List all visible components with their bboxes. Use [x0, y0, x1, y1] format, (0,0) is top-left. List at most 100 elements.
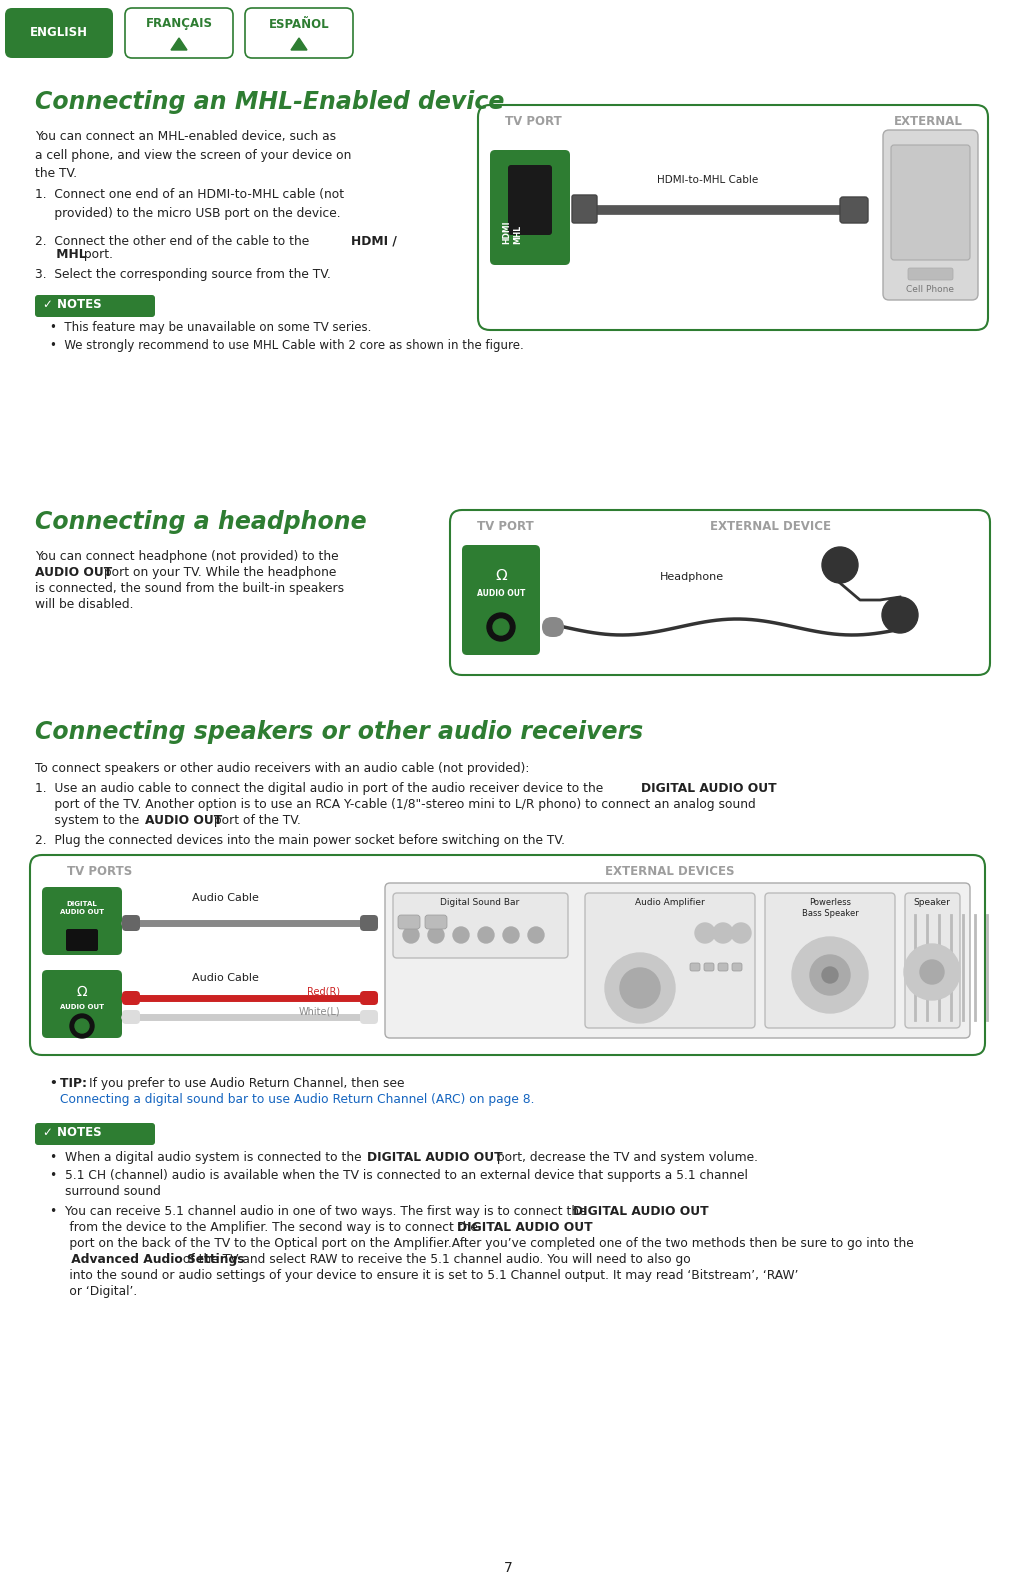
FancyBboxPatch shape [572, 194, 597, 223]
Circle shape [403, 927, 419, 942]
Circle shape [528, 927, 544, 942]
Text: •  You can receive 5.1 channel audio in one of two ways. The first way is to con: • You can receive 5.1 channel audio in o… [50, 1205, 591, 1218]
FancyBboxPatch shape [35, 1122, 155, 1145]
Text: port of the TV.: port of the TV. [210, 814, 301, 826]
FancyBboxPatch shape [425, 915, 447, 930]
Text: is connected, the sound from the built-in speakers: is connected, the sound from the built-i… [35, 583, 344, 595]
Text: •  We strongly recommend to use MHL Cable with 2 core as shown in the figure.: • We strongly recommend to use MHL Cable… [50, 339, 524, 352]
Text: Audio Cable: Audio Cable [191, 973, 258, 982]
Text: or ‘Digital’.: or ‘Digital’. [50, 1285, 137, 1297]
Text: system to the: system to the [35, 814, 143, 826]
Text: ENGLISH: ENGLISH [29, 27, 88, 40]
FancyBboxPatch shape [585, 893, 755, 1028]
Text: 1.  Use an audio cable to connect the digital audio in port of the audio receive: 1. Use an audio cable to connect the dig… [35, 782, 607, 794]
FancyBboxPatch shape [125, 8, 233, 57]
Circle shape [453, 927, 469, 942]
Text: 2.  Plug the connected devices into the main power socket before switching on th: 2. Plug the connected devices into the m… [35, 834, 565, 847]
Text: Connecting speakers or other audio receivers: Connecting speakers or other audio recei… [35, 720, 643, 743]
Text: Powerless
Bass Speaker: Powerless Bass Speaker [801, 898, 858, 919]
Circle shape [822, 548, 858, 583]
Text: of the TV and select RAW to receive the 5.1 channel audio. You will need to also: of the TV and select RAW to receive the … [179, 1253, 691, 1266]
FancyBboxPatch shape [122, 915, 140, 931]
FancyBboxPatch shape [690, 963, 700, 971]
Text: Digital Sound Bar: Digital Sound Bar [440, 898, 520, 907]
FancyBboxPatch shape [122, 1009, 140, 1024]
Text: DIGITAL AUDIO OUT: DIGITAL AUDIO OUT [641, 782, 777, 794]
Circle shape [75, 1019, 89, 1033]
FancyBboxPatch shape [42, 887, 122, 955]
Text: EXTERNAL: EXTERNAL [894, 115, 962, 127]
Text: port.: port. [80, 248, 113, 261]
FancyBboxPatch shape [66, 930, 98, 950]
Circle shape [810, 955, 850, 995]
Text: You can connect an MHL-enabled device, such as
a cell phone, and view the screen: You can connect an MHL-enabled device, s… [35, 131, 352, 180]
Text: EXTERNAL DEVICES: EXTERNAL DEVICES [605, 864, 734, 879]
FancyBboxPatch shape [508, 166, 552, 236]
Text: port on your TV. While the headphone: port on your TV. While the headphone [100, 567, 337, 579]
Text: AUDIO OUT: AUDIO OUT [477, 589, 525, 599]
FancyBboxPatch shape [5, 8, 113, 57]
FancyBboxPatch shape [360, 1009, 378, 1024]
Text: DEVICE: DEVICE [904, 131, 952, 143]
FancyBboxPatch shape [908, 267, 953, 280]
Circle shape [605, 954, 675, 1024]
FancyBboxPatch shape [398, 915, 420, 930]
Text: Red(R): Red(R) [307, 987, 340, 997]
Text: DIGITAL AUDIO OUT: DIGITAL AUDIO OUT [367, 1151, 502, 1164]
Text: HDMI-to-MHL Cable: HDMI-to-MHL Cable [657, 175, 759, 185]
FancyBboxPatch shape [385, 884, 970, 1038]
Text: surround sound: surround sound [65, 1184, 161, 1199]
FancyBboxPatch shape [765, 893, 895, 1028]
Text: Connecting a headphone: Connecting a headphone [35, 509, 366, 533]
FancyBboxPatch shape [542, 618, 564, 637]
Text: from the device to the Amplifier. The second way is to connect the: from the device to the Amplifier. The se… [50, 1221, 482, 1234]
Text: HDMI
MHL: HDMI MHL [502, 220, 522, 244]
Text: TV PORT: TV PORT [504, 115, 561, 127]
Text: Cell Phone: Cell Phone [906, 285, 954, 295]
FancyBboxPatch shape [462, 544, 540, 654]
Text: Headphone: Headphone [660, 572, 724, 583]
FancyBboxPatch shape [478, 105, 988, 330]
FancyBboxPatch shape [490, 150, 570, 264]
Circle shape [493, 619, 508, 635]
Text: ✓ NOTES: ✓ NOTES [43, 298, 102, 310]
Text: White(L): White(L) [298, 1008, 340, 1017]
Text: port on the back of the TV to the Optical port on the Amplifier.After you’ve com: port on the back of the TV to the Optica… [50, 1237, 913, 1250]
FancyBboxPatch shape [122, 990, 140, 1005]
Text: Ω: Ω [495, 567, 506, 583]
Polygon shape [171, 38, 187, 49]
Circle shape [428, 927, 444, 942]
Circle shape [792, 938, 868, 1013]
Circle shape [695, 923, 715, 942]
FancyBboxPatch shape [35, 295, 155, 317]
Text: 3.  Select the corresponding source from the TV.: 3. Select the corresponding source from … [35, 267, 331, 282]
Text: 1.  Connect one end of an HDMI-to-MHL cable (not
     provided) to the micro USB: 1. Connect one end of an HDMI-to-MHL cab… [35, 188, 344, 220]
Text: AUDIO OUT: AUDIO OUT [35, 567, 112, 579]
Text: Speaker: Speaker [913, 898, 951, 907]
FancyBboxPatch shape [891, 145, 970, 259]
Text: AUDIO OUT: AUDIO OUT [145, 814, 223, 826]
Text: •  This feature may be unavailable on some TV series.: • This feature may be unavailable on som… [50, 322, 371, 334]
Text: ESPAÑOL: ESPAÑOL [268, 18, 330, 30]
Text: •  5.1 CH (channel) audio is available when the TV is connected to an external d: • 5.1 CH (channel) audio is available wh… [50, 1169, 747, 1181]
Circle shape [620, 968, 660, 1008]
FancyBboxPatch shape [732, 963, 742, 971]
Text: FRANÇAIS: FRANÇAIS [145, 18, 213, 30]
Polygon shape [291, 38, 307, 49]
Text: TIP:: TIP: [60, 1078, 92, 1091]
Circle shape [904, 944, 960, 1000]
Circle shape [882, 597, 918, 634]
Circle shape [822, 966, 838, 982]
Text: will be disabled.: will be disabled. [35, 599, 133, 611]
Text: 7: 7 [503, 1562, 513, 1574]
Text: If you prefer to use Audio Return Channel, then see: If you prefer to use Audio Return Channe… [89, 1078, 409, 1091]
Circle shape [70, 1014, 94, 1038]
Text: Connecting a digital sound bar to use Audio Return Channel (ARC) on page 8.: Connecting a digital sound bar to use Au… [60, 1094, 535, 1106]
Text: Audio Cable: Audio Cable [191, 893, 258, 903]
Text: •: • [50, 1078, 62, 1091]
FancyBboxPatch shape [840, 197, 868, 223]
Circle shape [920, 960, 944, 984]
Circle shape [487, 613, 515, 642]
Text: TV PORT: TV PORT [477, 521, 533, 533]
FancyBboxPatch shape [360, 990, 378, 1005]
